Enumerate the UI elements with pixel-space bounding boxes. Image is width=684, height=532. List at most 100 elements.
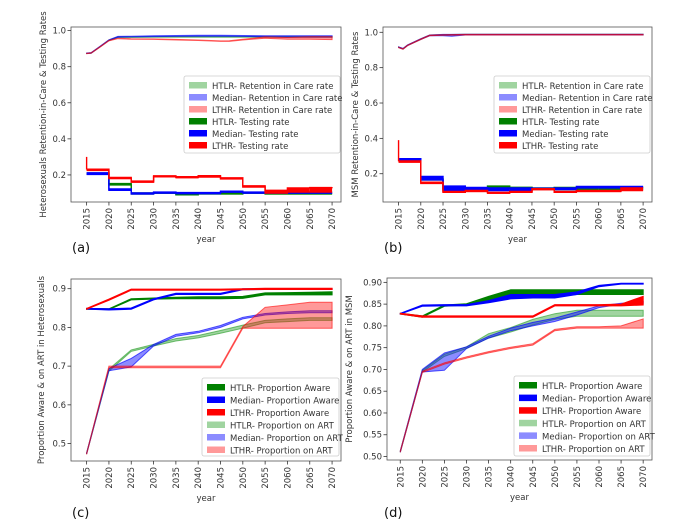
y-tick-label: 1.0 xyxy=(364,28,378,38)
y-tick-label: 0.8 xyxy=(52,63,66,73)
step-segment xyxy=(265,190,288,193)
legend-label: LTHR- Proportion Aware xyxy=(542,407,641,417)
series-lthr-retention-in-care-rate xyxy=(86,36,333,55)
legend-c: HTLR- Proportion Aware Median- Proportion… xyxy=(201,377,344,457)
legend-swatch xyxy=(499,142,517,149)
x-tick-label: 2030 xyxy=(150,208,160,230)
y-tick-label: 0.7 xyxy=(52,362,66,372)
x-tick-label: 2065 xyxy=(306,467,316,489)
legend-label: Median- Proportion Aware xyxy=(230,397,339,407)
legend-item: Median- Testing rate xyxy=(189,130,299,140)
legend-label: LTHR- Proportion on ART xyxy=(542,445,645,455)
y-ticks-d: 0.50 0.55 0.60 0.65 0.70 0.75 0.80 0.85 0.90 xyxy=(363,278,387,463)
series-median-testing-rate xyxy=(398,158,644,192)
x-ticks-d: 2015 2020 2025 2030 2035 2040 2045 2050 2055 2060… xyxy=(396,460,649,488)
y-axis-label-d: Proportion Aware & on ART in MSM xyxy=(345,295,355,443)
x-tick-label: 2050 xyxy=(551,466,561,488)
x-tick-label: 2015 xyxy=(396,466,406,488)
step-segment xyxy=(287,187,310,193)
legend-item: HTLR- Testing rate xyxy=(189,118,290,128)
legend-label: HTLR- Testing rate xyxy=(522,118,600,128)
legend-label: Median- Proportion on ART xyxy=(542,432,656,442)
band-area xyxy=(399,282,644,315)
x-tick-label: 2060 xyxy=(595,208,605,230)
x-ticks-b: 2015 2020 2025 2030 2035 2040 2045 2050 2055 2060… xyxy=(395,202,649,230)
y-tick-label: 0.65 xyxy=(363,387,382,397)
y-tick-label: 0.4 xyxy=(364,134,378,144)
panel-b: 0.2 0.4 0.6 0.8 1.0 2015 2020 2025 2030 2035 2040… xyxy=(351,26,652,256)
legend-item: HTLR- Retention in Care rate xyxy=(499,82,643,92)
band-area xyxy=(86,36,333,55)
y-tick-label: 0.6 xyxy=(52,99,66,109)
legend-item: Median- Proportion on ART xyxy=(207,434,344,444)
x-tick-label: 2040 xyxy=(194,208,204,230)
x-tick-label: 2045 xyxy=(217,208,227,230)
x-tick-label: 2025 xyxy=(127,467,137,489)
x-tick-label: 2030 xyxy=(150,467,160,489)
x-tick-label: 2025 xyxy=(439,208,449,230)
legend-label: HTLR- Proportion on ART xyxy=(230,422,335,432)
legend-swatch xyxy=(207,446,225,453)
legend-swatch xyxy=(189,130,207,137)
legend-swatch xyxy=(499,130,517,137)
band-area xyxy=(398,33,644,50)
step-segment xyxy=(554,187,577,190)
panel-label-d: (d) xyxy=(384,506,402,521)
legend-label: Median- Proportion on ART xyxy=(230,434,344,444)
legend-swatch xyxy=(499,118,517,125)
legend-item: LTHR- Retention in Care rate xyxy=(189,106,332,116)
legend-item: Median- Proportion on ART xyxy=(519,432,656,442)
step-segment xyxy=(398,158,421,161)
step-line-lower xyxy=(398,160,644,192)
y-tick-label: 0.50 xyxy=(363,453,382,463)
y-ticks-c: 0.5 0.6 0.7 0.8 0.9 xyxy=(52,285,71,450)
x-tick-label: 2060 xyxy=(283,467,293,489)
series-lthr-retention-in-care-rate xyxy=(398,33,644,50)
panel-c: 0.5 0.6 0.7 0.8 0.9 2015 2020 2025 2030 2035 2040… xyxy=(37,275,344,521)
x-tick-label: 2045 xyxy=(529,466,539,488)
x-tick-label: 2070 xyxy=(328,467,338,489)
legend-swatch xyxy=(499,106,517,113)
step-segment xyxy=(465,187,488,190)
legend-swatch xyxy=(189,106,207,113)
legend-item: Median- Testing rate xyxy=(499,130,609,140)
x-tick-label: 2015 xyxy=(395,208,405,230)
legend-label: HTLR- Proportion Aware xyxy=(230,384,330,394)
legend-label: LTHR- Retention in Care rate xyxy=(522,106,642,116)
plot-area-c xyxy=(86,287,333,455)
step-segment xyxy=(487,187,510,191)
x-tick-label: 2050 xyxy=(239,467,249,489)
legend-label: Median- Testing rate xyxy=(212,130,299,140)
x-tick-label: 2020 xyxy=(418,466,428,488)
series-lthr-proportion-aware xyxy=(86,287,333,310)
x-tick-label: 2035 xyxy=(483,208,493,230)
legend-box xyxy=(493,75,651,154)
panel-label-c: (c) xyxy=(72,506,89,521)
y-ticks-a: 0.2 0.4 0.6 0.8 1.0 xyxy=(52,27,71,181)
x-tick-label: 2065 xyxy=(617,208,627,230)
legend-item: Median- Proportion Aware xyxy=(519,394,651,405)
legend-label: HTLR- Retention in Care rate xyxy=(212,82,333,92)
step-segment xyxy=(309,187,333,193)
legend-item: HTLR- Proportion Aware xyxy=(519,382,642,392)
x-tick-label: 2065 xyxy=(617,466,627,488)
legend-swatch xyxy=(499,94,517,101)
step-segment xyxy=(509,187,532,191)
x-tick-label: 2050 xyxy=(239,208,249,230)
legend-item: HTLR- Proportion on ART xyxy=(207,421,335,432)
step-line-upper xyxy=(86,168,333,191)
y-tick-label: 0.75 xyxy=(363,344,382,354)
x-tick-label: 2045 xyxy=(217,467,227,489)
legend-box xyxy=(201,377,340,457)
x-ticks-c: 2015 2020 2025 2030 2035 2040 2045 2050 2055 2060… xyxy=(83,461,338,489)
legend-item: LTHR- Testing rate xyxy=(189,142,288,152)
x-tick-label: 2040 xyxy=(194,467,204,489)
panel-d: 0.50 0.55 0.60 0.65 0.70 0.75 0.80 0.85 0.90 201… xyxy=(345,277,656,521)
legend-box xyxy=(183,75,341,154)
x-axis-label-d: year xyxy=(510,493,529,503)
legend-swatch xyxy=(189,118,207,125)
y-tick-label: 0.70 xyxy=(363,365,382,375)
y-tick-label: 0.85 xyxy=(363,300,382,310)
series-lthr-proportion-on-art xyxy=(399,318,644,453)
legend-label: Median- Testing rate xyxy=(522,130,609,140)
